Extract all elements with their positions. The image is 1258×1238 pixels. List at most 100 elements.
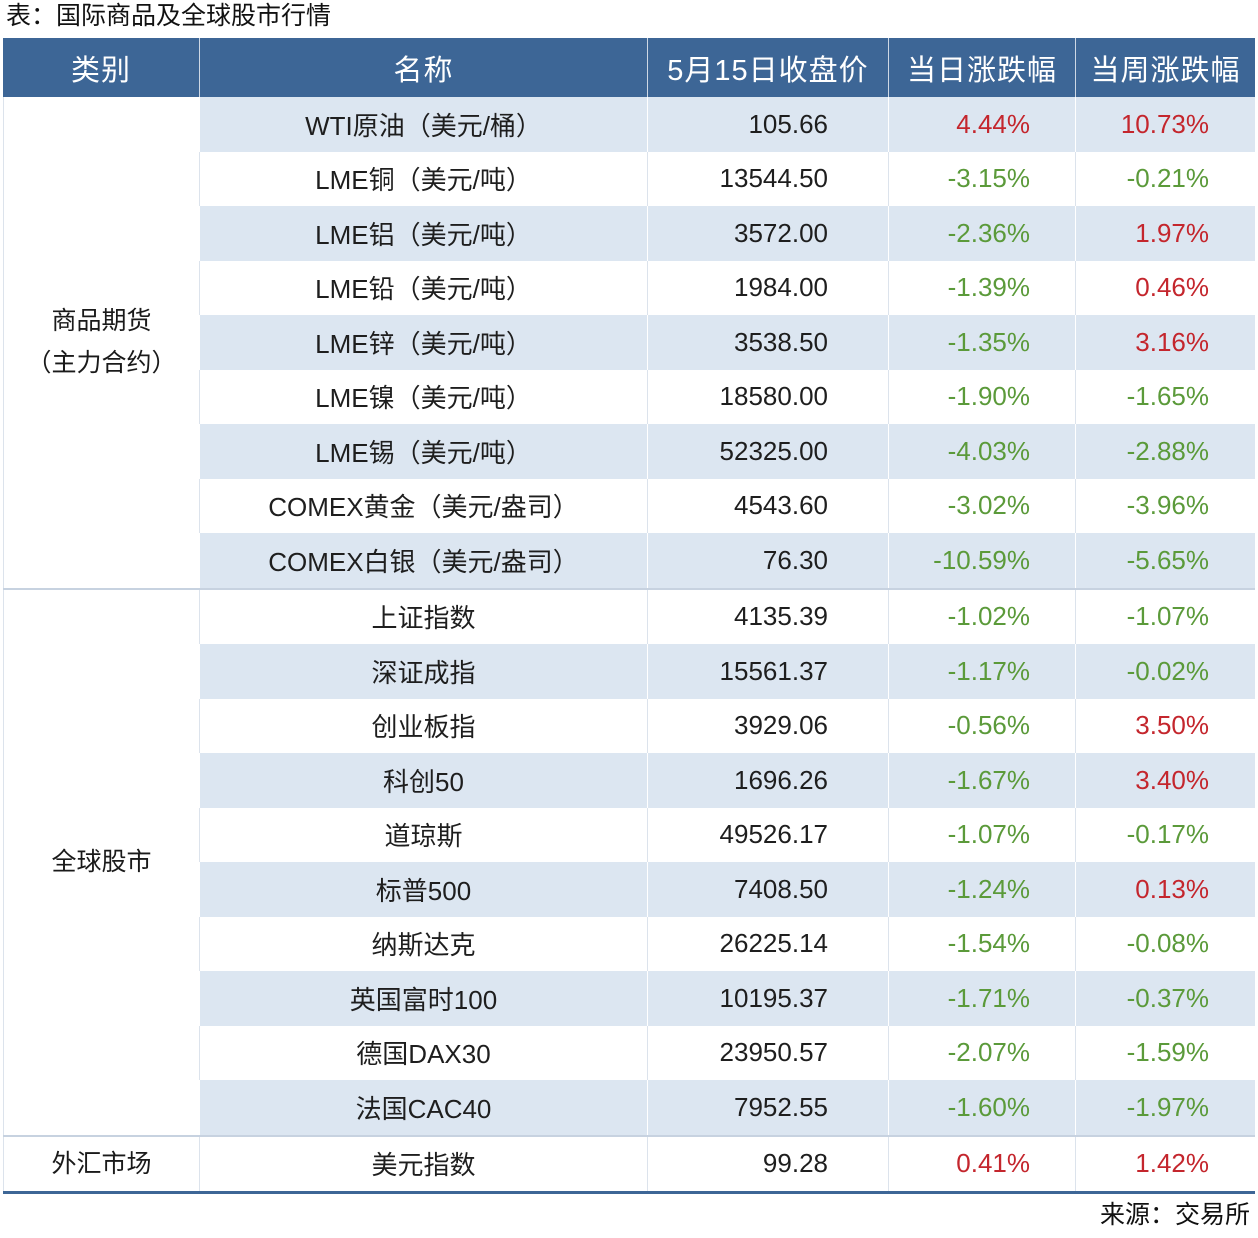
daily-change: -2.36%: [888, 206, 1075, 261]
instrument-name: LME铅（美元/吨）: [199, 260, 647, 315]
header-weekly-change: 当周涨跌幅: [1075, 38, 1255, 97]
daily-change: 4.44%: [888, 97, 1075, 152]
table-row: 美元指数 99.28 0.41% 1.42%: [199, 1136, 1255, 1191]
category-cell: 全球股市: [3, 589, 199, 1135]
instrument-name: 道琼斯: [199, 807, 647, 862]
table-row: LME铅（美元/吨） 1984.00 -1.39% 0.46%: [199, 260, 1255, 315]
daily-change: -1.54%: [888, 916, 1075, 971]
group-forex: 外汇市场 美元指数 99.28 0.41% 1.42%: [3, 1136, 1255, 1191]
table-row: LME锌（美元/吨） 3538.50 -1.35% 3.16%: [199, 315, 1255, 370]
close-price: 3929.06: [647, 698, 888, 753]
instrument-name: LME铜（美元/吨）: [199, 151, 647, 206]
close-price: 4543.60: [647, 478, 888, 533]
table-row: 科创50 1696.26 -1.67% 3.40%: [199, 753, 1255, 808]
table-row: 创业板指 3929.06 -0.56% 3.50%: [199, 698, 1255, 753]
instrument-name: 上证指数: [199, 589, 647, 644]
instrument-name: 深证成指: [199, 644, 647, 699]
weekly-change: -1.59%: [1075, 1025, 1255, 1080]
close-price: 3538.50: [647, 315, 888, 370]
table-row: 德国DAX30 23950.57 -2.07% -1.59%: [199, 1025, 1255, 1080]
header-daily-change: 当日涨跌幅: [888, 38, 1075, 97]
daily-change: -1.39%: [888, 260, 1075, 315]
daily-change: -1.60%: [888, 1080, 1075, 1135]
weekly-change: 0.46%: [1075, 260, 1255, 315]
weekly-change: -1.97%: [1075, 1080, 1255, 1135]
table-row: 纳斯达克 26225.14 -1.54% -0.08%: [199, 916, 1255, 971]
weekly-change: -0.37%: [1075, 971, 1255, 1026]
market-quotes-table: 类别 名称 5月15日收盘价 当日涨跌幅 当周涨跌幅 商品期货 （主力合约） W…: [3, 38, 1255, 1194]
daily-change: -2.07%: [888, 1025, 1075, 1080]
daily-change: -1.07%: [888, 807, 1075, 862]
header-category: 类别: [70, 54, 131, 87]
close-price: 76.30: [647, 533, 888, 588]
table-row: 上证指数 4135.39 -1.02% -1.07%: [199, 589, 1255, 644]
category-label: 商品期货: [51, 307, 152, 336]
close-price: 105.66: [647, 97, 888, 152]
instrument-name: 美元指数: [199, 1136, 647, 1191]
daily-change: -3.02%: [888, 478, 1075, 533]
close-price: 10195.37: [647, 971, 888, 1026]
daily-change: -3.15%: [888, 151, 1075, 206]
close-price: 52325.00: [647, 424, 888, 479]
weekly-change: 3.16%: [1075, 315, 1255, 370]
close-price: 4135.39: [647, 589, 888, 644]
table-bottom-rule: [3, 1191, 1255, 1194]
close-price: 15561.37: [647, 644, 888, 699]
instrument-name: LME铝（美元/吨）: [199, 206, 647, 261]
group-rows: 美元指数 99.28 0.41% 1.42%: [199, 1136, 1255, 1191]
weekly-change: 3.40%: [1075, 753, 1255, 808]
instrument-name: LME锡（美元/吨）: [199, 424, 647, 479]
weekly-change: -5.65%: [1075, 533, 1255, 588]
daily-change: -0.56%: [888, 698, 1075, 753]
instrument-name: COMEX白银（美元/盎司）: [199, 533, 647, 588]
source-note: 来源：交易所: [1099, 1201, 1250, 1229]
daily-change: -1.02%: [888, 589, 1075, 644]
group-rows: WTI原油（美元/桶） 105.66 4.44% 10.73% LME铜（美元/…: [199, 97, 1255, 588]
instrument-name: 德国DAX30: [199, 1025, 647, 1080]
daily-change: 0.41%: [888, 1136, 1075, 1191]
table-row: 法国CAC40 7952.55 -1.60% -1.97%: [199, 1080, 1255, 1135]
table-row: 道琼斯 49526.17 -1.07% -0.17%: [199, 807, 1255, 862]
table-row: LME铜（美元/吨） 13544.50 -3.15% -0.21%: [199, 151, 1255, 206]
category-cell: 外汇市场: [3, 1136, 199, 1191]
group-commodity-futures: 商品期货 （主力合约） WTI原油（美元/桶） 105.66 4.44% 10.…: [3, 97, 1255, 588]
table-row: 深证成指 15561.37 -1.17% -0.02%: [199, 644, 1255, 699]
instrument-name: LME镍（美元/吨）: [199, 369, 647, 424]
category-sublabel: （主力合约）: [26, 349, 177, 378]
weekly-change: 3.50%: [1075, 698, 1255, 753]
category-label: 外汇市场: [51, 1149, 152, 1178]
close-price: 23950.57: [647, 1025, 888, 1080]
instrument-name: 科创50: [199, 753, 647, 808]
category-cell: 商品期货 （主力合约）: [3, 97, 199, 588]
table-row: WTI原油（美元/桶） 105.66 4.44% 10.73%: [199, 97, 1255, 152]
close-price: 1696.26: [647, 753, 888, 808]
table-row: LME铝（美元/吨） 3572.00 -2.36% 1.97%: [199, 206, 1255, 261]
table-row: LME镍（美元/吨） 18580.00 -1.90% -1.65%: [199, 369, 1255, 424]
daily-change: -1.35%: [888, 315, 1075, 370]
weekly-change: -1.07%: [1075, 589, 1255, 644]
close-price: 26225.14: [647, 916, 888, 971]
instrument-name: WTI原油（美元/桶）: [199, 97, 647, 152]
close-price: 18580.00: [647, 369, 888, 424]
weekly-change: 0.13%: [1075, 862, 1255, 917]
group-global-stocks: 全球股市 上证指数 4135.39 -1.02% -1.07% 深证成指 155…: [3, 589, 1255, 1135]
instrument-name: COMEX黄金（美元/盎司）: [199, 478, 647, 533]
weekly-change: -0.02%: [1075, 644, 1255, 699]
close-price: 13544.50: [647, 151, 888, 206]
table-caption: 表：国际商品及全球股市行情: [6, 2, 332, 30]
weekly-change: -0.08%: [1075, 916, 1255, 971]
close-price: 99.28: [647, 1136, 888, 1191]
daily-change: -1.67%: [888, 753, 1075, 808]
header-close-price: 5月15日收盘价: [647, 38, 888, 97]
close-price: 7952.55: [647, 1080, 888, 1135]
instrument-name: LME锌（美元/吨）: [199, 315, 647, 370]
weekly-change: -2.88%: [1075, 424, 1255, 479]
weekly-change: 10.73%: [1075, 97, 1255, 152]
close-price: 7408.50: [647, 862, 888, 917]
daily-change: -4.03%: [888, 424, 1075, 479]
close-price: 3572.00: [647, 206, 888, 261]
weekly-change: -3.96%: [1075, 478, 1255, 533]
table-row: LME锡（美元/吨） 52325.00 -4.03% -2.88%: [199, 424, 1255, 479]
close-price: 1984.00: [647, 260, 888, 315]
table-row: 英国富时100 10195.37 -1.71% -0.37%: [199, 971, 1255, 1026]
